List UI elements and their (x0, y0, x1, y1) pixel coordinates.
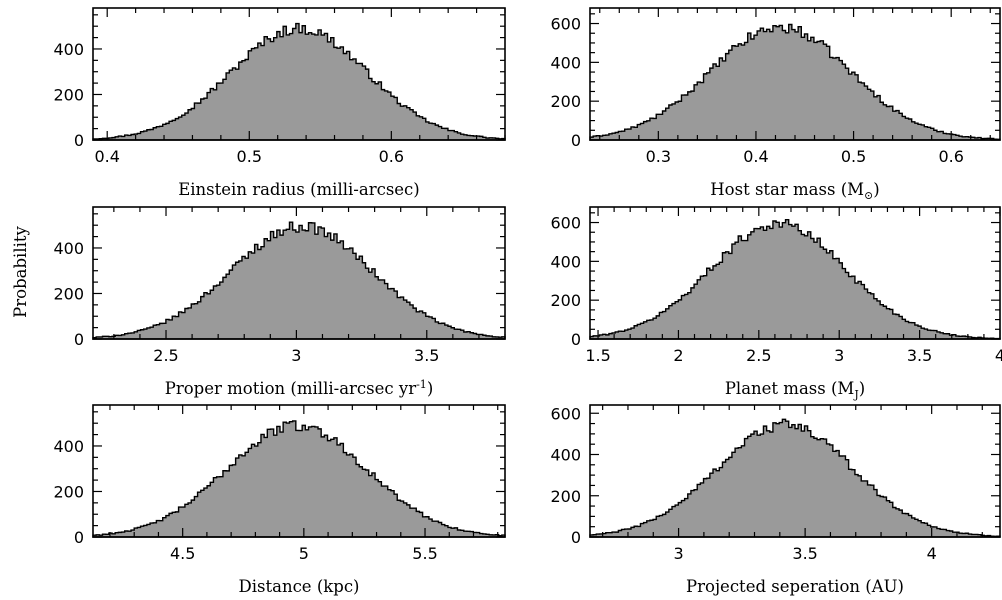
y-tick-label: 400 (53, 437, 84, 456)
x-tick-label: 0.6 (938, 147, 963, 166)
y-tick-label: 0 (571, 131, 581, 150)
histogram-bars (92, 420, 506, 538)
y-tick-label: 600 (550, 404, 581, 423)
x-axis-title: Proper motion (milli-arcsec yr-1) (165, 378, 434, 398)
panel-1: 0.4 0.5 0.6 0 200 400 Einstein radius (milli-a… (53, 7, 506, 199)
y-tick-label: 400 (550, 446, 581, 465)
x-tick-label: 4 (927, 544, 937, 563)
panel-4: 1.5 2 2.5 3 3.5 4 0 200 400 600 Planet mass (MJ) (550, 206, 1002, 401)
histogram-bars (589, 219, 1001, 340)
y-tick-label: 0 (571, 330, 581, 349)
y-tick-label: 600 (550, 214, 581, 233)
y-tick-label: 0 (74, 330, 84, 349)
y-tick-label: 400 (53, 40, 84, 59)
x-tick-label: 5.5 (412, 544, 437, 563)
x-axis-title: Host star mass (M⊙) (710, 180, 879, 202)
x-tick-label: 3 (673, 544, 683, 563)
panel-5: 4.5 5 5.5 0 200 400 Distance (kpc) (53, 404, 506, 596)
x-tick-label: 0.6 (379, 147, 404, 166)
y-tick-label: 200 (550, 92, 581, 111)
x-tick-label: 3.5 (414, 346, 439, 365)
y-tick-label: 200 (53, 482, 84, 501)
histogram-bars (589, 418, 1001, 538)
x-axis-title: Planet mass (MJ) (725, 379, 865, 401)
x-tick-label: 0.5 (841, 147, 866, 166)
plot-frame (92, 206, 506, 340)
histogram-bars (92, 221, 506, 340)
x-tick-label: 5 (299, 544, 309, 563)
panel-3: 2.5 3 3.5 0 200 400 Proper motion (milli-arcse… (53, 206, 506, 398)
y-tick-label: 400 (550, 252, 581, 271)
x-axis-title: Distance (kpc) (239, 577, 360, 596)
x-tick-label: 2.5 (153, 346, 178, 365)
y-tick-label: 0 (74, 131, 84, 150)
x-tick-label: 4 (995, 346, 1002, 365)
y-tick-label: 200 (550, 487, 581, 506)
x-tick-label: 3.5 (907, 346, 932, 365)
y-tick-label: 200 (53, 284, 84, 303)
x-tick-label: 0.4 (743, 147, 768, 166)
x-tick-label: 0.5 (237, 147, 262, 166)
y-tick-label: 400 (550, 53, 581, 72)
x-tick-label: 3 (834, 346, 844, 365)
y-tick-label: 600 (550, 15, 581, 34)
x-tick-label: 2.5 (746, 346, 771, 365)
panel-2: 0.3 0.4 0.5 0.6 0 200 400 600 Host star mass (M⊙… (550, 7, 1001, 202)
x-tick-label: 2 (673, 346, 683, 365)
plot-frame (92, 7, 506, 141)
plot-frame (589, 206, 1001, 340)
y-tick-label: 0 (571, 528, 581, 547)
plot-frame (589, 404, 1001, 538)
x-tick-label: 0.4 (94, 147, 119, 166)
plot-frame (92, 404, 506, 538)
x-tick-label: 0.3 (646, 147, 671, 166)
y-tick-label: 200 (53, 85, 84, 104)
x-tick-label: 3.5 (792, 544, 817, 563)
x-tick-label: 4.5 (170, 544, 195, 563)
figure-ylabel: Probability (11, 225, 30, 317)
x-axis-title: Einstein radius (milli-arcsec) (178, 180, 420, 199)
y-tick-label: 400 (53, 239, 84, 258)
y-tick-label: 200 (550, 291, 581, 310)
histogram-bars (92, 22, 506, 141)
y-tick-label: 0 (74, 528, 84, 547)
x-tick-label: 1.5 (585, 346, 610, 365)
x-axis-title: Projected seperation (AU) (686, 577, 904, 596)
histogram-bars (589, 23, 1001, 141)
x-tick-label: 3 (291, 346, 301, 365)
panel-6: 3 3.5 4 0 200 400 600 Projected seperation (AU) (550, 404, 1001, 596)
